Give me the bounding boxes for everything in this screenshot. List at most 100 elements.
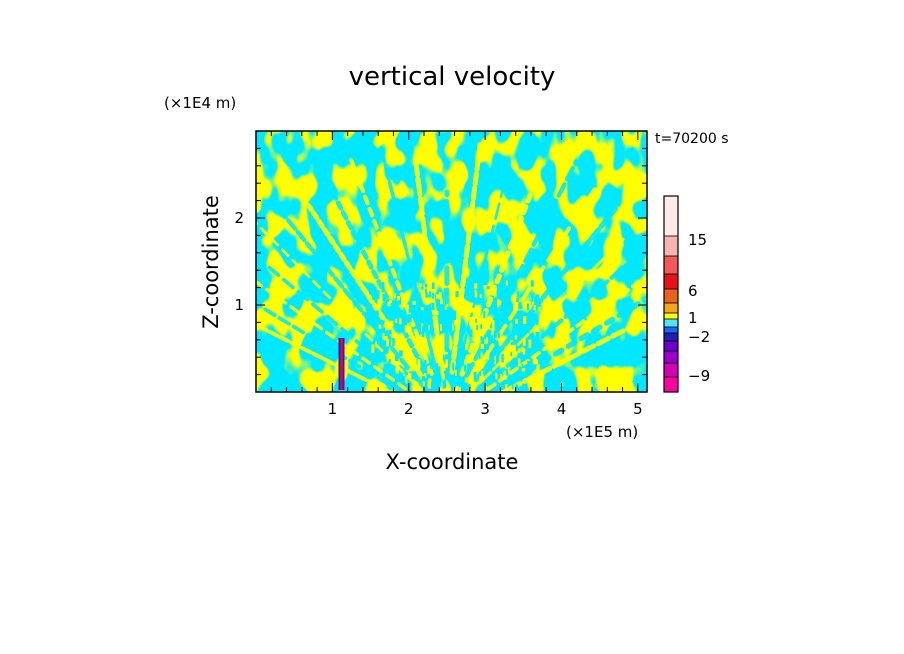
field-speck	[395, 363, 399, 373]
field-speck	[492, 319, 495, 329]
colorbar-segment	[664, 289, 678, 303]
field-speck	[394, 293, 397, 299]
field-speck	[421, 328, 425, 338]
x-tick-label: 3	[480, 400, 490, 418]
field-speck	[505, 280, 508, 286]
field-speck	[469, 329, 473, 337]
field-speck	[398, 297, 402, 305]
field-speck	[430, 360, 434, 369]
field-stripe	[256, 253, 412, 388]
field-speck	[477, 319, 480, 324]
field-speck	[386, 353, 390, 362]
field-speck	[443, 288, 446, 294]
field-speck	[498, 283, 501, 290]
field-speck	[405, 376, 408, 384]
field-speck	[421, 323, 424, 332]
field-speck	[538, 307, 541, 312]
field-speck	[408, 358, 412, 365]
field-speck	[404, 325, 408, 333]
field-stripe	[325, 180, 430, 378]
field-speck	[395, 354, 399, 362]
field-speck	[385, 330, 389, 334]
field-speck	[536, 371, 539, 380]
field-speckle	[338, 279, 541, 392]
field-speck	[375, 341, 378, 348]
field-speck	[483, 311, 486, 319]
x-axis-label: X-coordinate	[386, 450, 519, 474]
field-speck	[421, 307, 424, 311]
field-speck	[474, 291, 478, 298]
field-speck	[373, 287, 376, 292]
field-speck	[378, 324, 382, 329]
field-speck	[455, 391, 459, 392]
field-speck	[481, 370, 484, 379]
colorbar-segment	[664, 236, 678, 256]
field-speck	[453, 388, 458, 392]
field-speck	[514, 335, 518, 340]
field-stripe	[479, 237, 625, 384]
field-speck	[480, 324, 483, 329]
field-speck	[371, 344, 375, 354]
field-speck	[496, 346, 498, 355]
field-speck	[455, 313, 458, 319]
field-speck	[377, 338, 380, 346]
field-speck	[497, 299, 500, 308]
field-speck	[535, 317, 539, 325]
field-speck	[442, 279, 444, 288]
field-speck	[535, 331, 540, 341]
field-stripe	[306, 203, 425, 380]
field-speck	[455, 291, 459, 298]
field-speck	[403, 321, 407, 326]
field-speck	[392, 367, 395, 373]
field-speck	[372, 293, 376, 300]
field-speck	[476, 295, 481, 299]
field-speck	[452, 322, 454, 331]
field-speck	[429, 326, 433, 335]
field-spike	[342, 338, 345, 390]
field-speck	[427, 331, 430, 339]
field-speck	[381, 282, 385, 291]
field-speck	[472, 279, 475, 284]
field-speck	[404, 366, 407, 375]
field-speck	[498, 300, 502, 305]
field-speck	[443, 379, 447, 388]
field-speck	[475, 298, 479, 305]
field-speck	[535, 359, 539, 364]
field-speck	[517, 291, 520, 298]
field-speck	[440, 365, 443, 370]
field-speck	[382, 327, 386, 333]
field-speck	[494, 342, 498, 350]
field-speck	[437, 366, 441, 375]
field-speck	[479, 375, 482, 384]
field-speck	[438, 292, 442, 300]
field-stripe	[486, 274, 647, 391]
field-speck	[455, 386, 459, 392]
colorbar: 15 6 1−2 −9	[663, 195, 710, 393]
field-speck	[515, 384, 519, 390]
field-speck	[464, 377, 467, 383]
field-speck	[440, 324, 443, 331]
field-speck	[521, 368, 526, 372]
field-speck	[422, 381, 425, 386]
field-speck	[450, 386, 454, 392]
field-speck	[382, 294, 386, 302]
field-speck	[372, 303, 376, 307]
field-speck	[424, 373, 427, 378]
field-speck	[445, 359, 449, 368]
field-speck	[483, 284, 487, 290]
field-speck	[471, 351, 474, 360]
field-speck	[485, 342, 489, 350]
field-speck	[536, 364, 540, 373]
field-speck	[387, 301, 391, 307]
field-speck	[422, 325, 425, 331]
field-speck	[441, 373, 445, 379]
field-speck	[518, 358, 521, 367]
field-speck	[518, 348, 521, 353]
colorbar-segment	[664, 313, 678, 319]
field-speck	[478, 352, 481, 360]
colorbar-segment	[664, 303, 678, 313]
field-speck	[418, 295, 421, 299]
field-speck	[421, 286, 424, 290]
field-speck	[383, 358, 387, 363]
field-speck	[494, 356, 496, 365]
